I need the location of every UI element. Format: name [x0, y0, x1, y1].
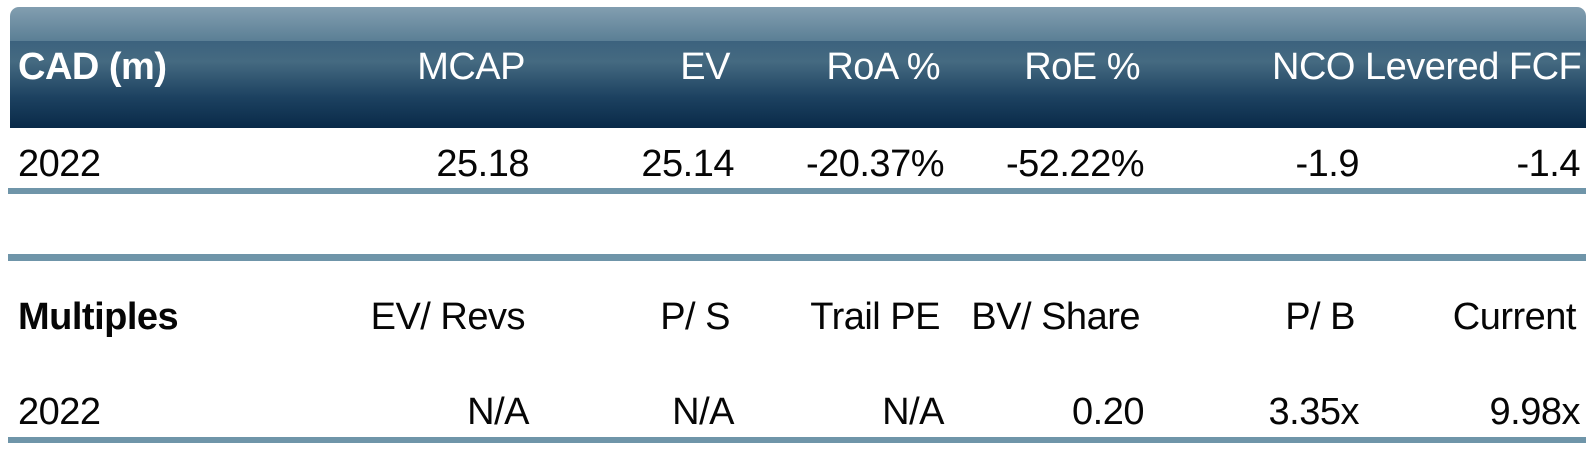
multiples-header-row: Multiples EV/ Revs P/ S Trail PE BV/ Sha…	[10, 290, 1586, 344]
column-header-trail-pe: Trail PE	[810, 296, 940, 338]
column-header-ps: P/ S	[660, 296, 730, 338]
table-row: Multiples EV/ Revs P/ S Trail PE BV/ Sha…	[10, 290, 1586, 344]
column-header-pb: P/ B	[1285, 296, 1355, 338]
financials-data-row-2022: 2022 25.18 25.14 -20.37% -52.22% -1.9 -1…	[10, 128, 1586, 188]
ev-revs-value-cell: N/A	[467, 391, 529, 433]
pb-value-cell: 3.35x	[1268, 391, 1360, 433]
year-cell: 2022	[18, 391, 101, 433]
divider-line-top	[8, 188, 1586, 194]
ev-value-cell: 25.14	[641, 143, 734, 185]
current-value-cell: 9.98x	[1489, 391, 1581, 433]
table-row: 2022 25.18 25.14 -20.37% -52.22% -1.9 -1…	[10, 128, 1586, 188]
financials-header-row: CAD (m) MCAP EV RoA % RoE % NCO Levered …	[10, 7, 1586, 128]
bv-share-value-cell: 0.20	[1072, 391, 1144, 433]
mcap-value-cell: 25.18	[436, 143, 529, 185]
nco-value-cell: -1.9	[1295, 143, 1360, 185]
column-header-roe: RoE %	[1024, 46, 1140, 88]
multiples-corner-label: Multiples	[18, 296, 179, 338]
roa-value-cell: -20.37%	[805, 143, 945, 185]
column-header-ev: EV	[680, 46, 730, 88]
column-header-current: Current	[1452, 296, 1577, 338]
trail-pe-value-cell: N/A	[882, 391, 944, 433]
financials-corner-label: CAD (m)	[18, 46, 167, 88]
financials-header-band: CAD (m) MCAP EV RoA % RoE % NCO Levered …	[10, 7, 1586, 128]
year-cell: 2022	[18, 143, 101, 185]
column-header-levered-fcf: Levered FCF	[1365, 46, 1582, 88]
levered-fcf-value-cell: -1.4	[1516, 143, 1581, 185]
column-header-bv-share: BV/ Share	[971, 296, 1140, 338]
roe-value-cell: -52.22%	[1005, 143, 1145, 185]
multiples-data-row-2022: 2022 N/A N/A N/A 0.20 3.35x 9.98x	[10, 385, 1586, 439]
ps-value-cell: N/A	[672, 391, 734, 433]
divider-line-bottom	[8, 437, 1586, 443]
column-header-mcap: MCAP	[417, 46, 525, 88]
table-row: 2022 N/A N/A N/A 0.20 3.35x 9.98x	[10, 385, 1586, 439]
column-header-roa: RoA %	[826, 46, 940, 88]
column-header-nco: NCO	[1272, 46, 1355, 88]
column-header-ev-revs: EV/ Revs	[370, 296, 526, 338]
divider-line-middle	[8, 254, 1586, 261]
